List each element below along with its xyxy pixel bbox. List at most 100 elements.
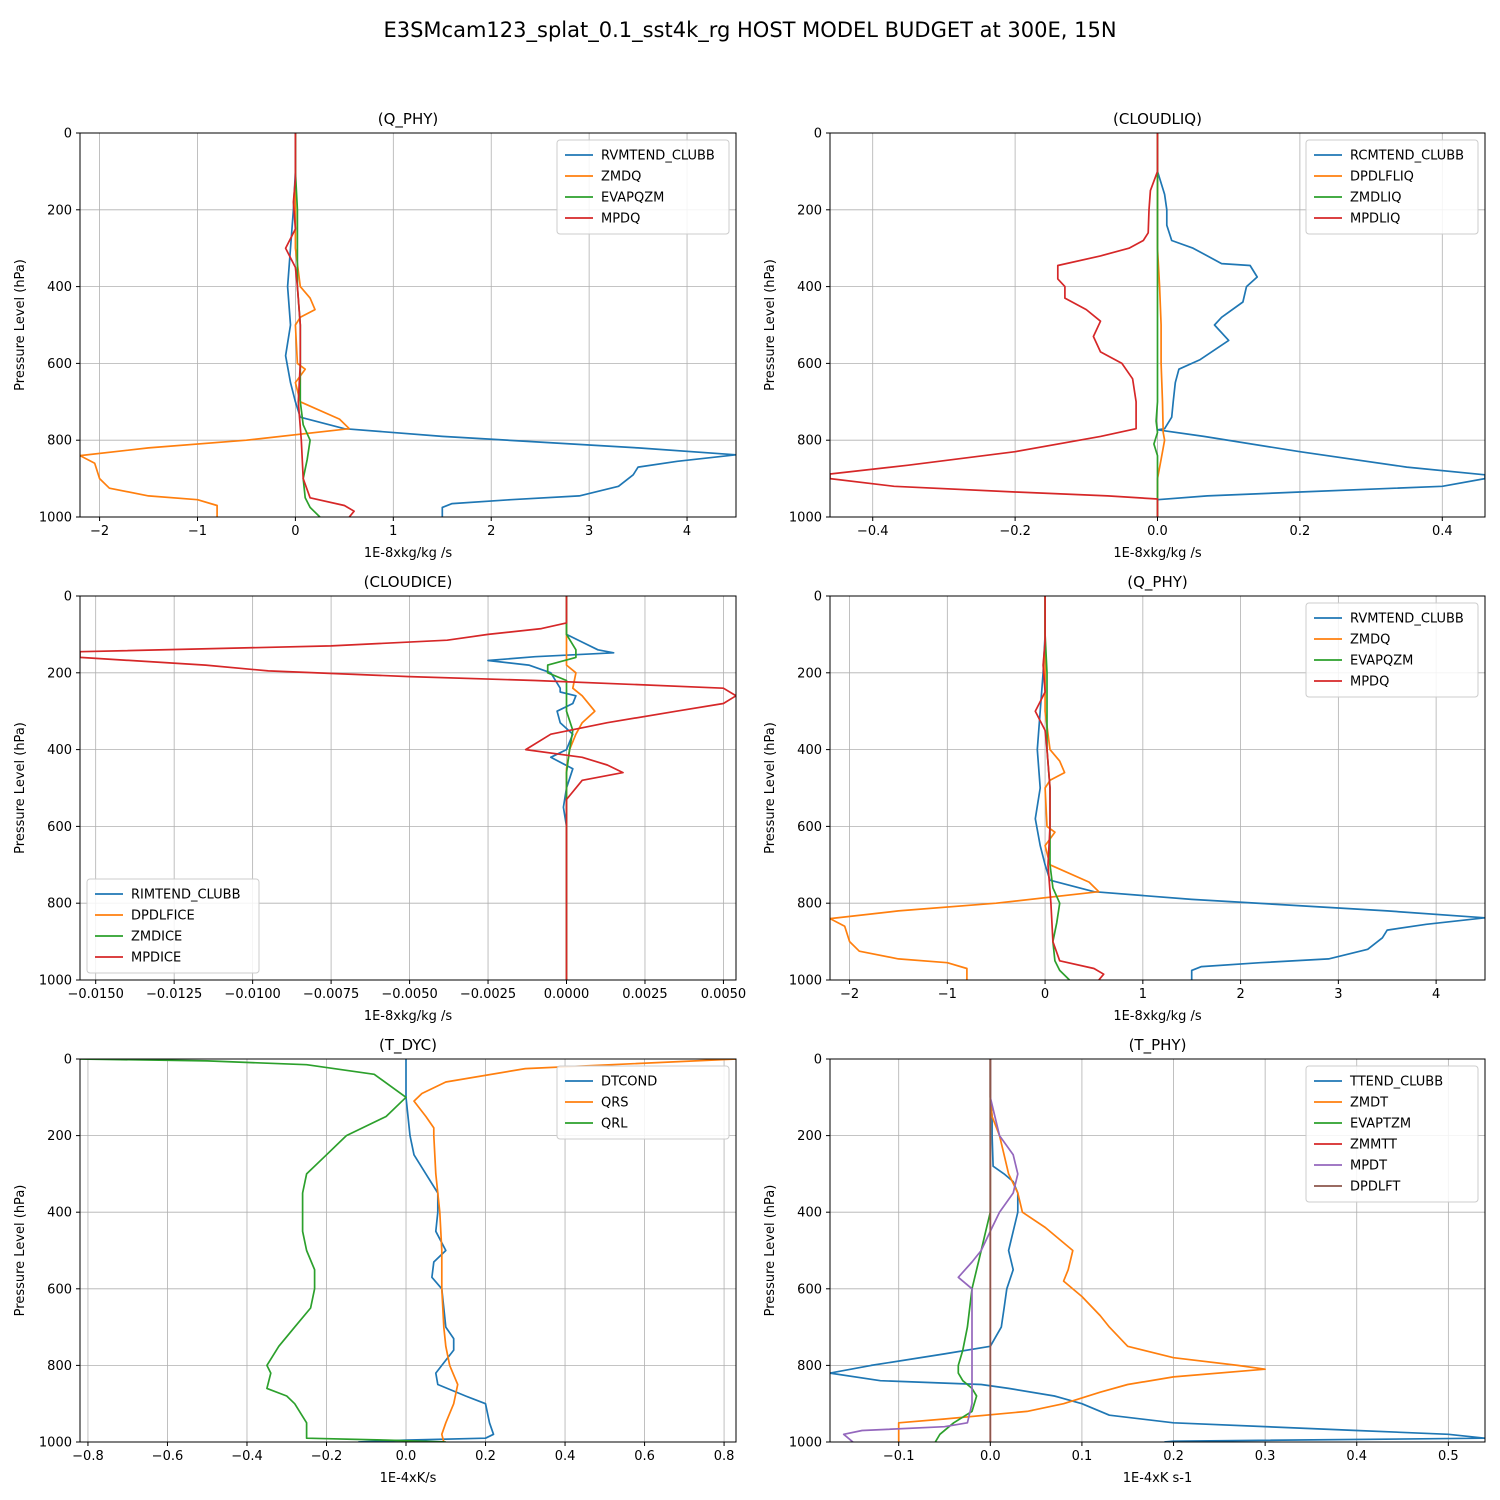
panel-6-legend-ttend-clubb-label: TTEND_CLUBB: [1349, 1075, 1443, 1090]
panel-4-ytick-label-4: 800: [797, 897, 822, 912]
panel-1-xtick-label-3: 1: [389, 524, 397, 539]
panel-3-legend-dpdlfice-label: DPDLFICE: [131, 909, 195, 924]
panel-2-series-zmdliq-line: [1153, 133, 1159, 517]
panel-1-legend-box: [556, 139, 730, 235]
panel-1-legend-zmdq-label: ZMDQ: [601, 170, 641, 185]
panel-1-legend-evapqzm-label: EVAPQZM: [601, 191, 664, 206]
panel-3-legend: RIMTEND_CLUBB DPDLFICE ZMDICE MPDICE: [86, 878, 260, 974]
panel-3-xtick-label-5: −0.0025: [460, 987, 516, 1002]
panel-1-ytick-label-5: 1000: [39, 511, 72, 526]
panel-1-ytick-label-0: 0: [64, 127, 72, 142]
panel-1-series-zmdq-line: [80, 133, 351, 517]
panel-4-series-rvmtend-clubb-line: [1034, 596, 1485, 980]
panel-1-title: (Q_PHY): [378, 110, 439, 129]
panel-2-series-group: [830, 133, 1485, 517]
panel-6-legend-zmmtt-label: ZMMTT: [1350, 1138, 1397, 1153]
panel-5-xtick-label-4: 0.0: [396, 1449, 417, 1464]
panel-4-series-mpdq-line: [1034, 596, 1105, 980]
panel-1-ytick-label-4: 800: [47, 434, 72, 449]
panel-4-xtick-label-6: 4: [1432, 987, 1440, 1002]
panel-2-series-mpdliq-line: [830, 133, 1159, 517]
panel-6-ytick-label-5: 1000: [789, 1436, 822, 1451]
panel-2-ylabel: Pressure Level (hPa): [763, 259, 778, 391]
panel-5-series-qrl-line: [80, 1059, 446, 1442]
panel-5-legend-qrl-label: QRL: [601, 1117, 628, 1132]
panel-2-legend-zmdliq-label: ZMDLIQ: [1350, 191, 1401, 206]
panel-2-legend-box: [1305, 139, 1479, 235]
panel-1-ytick-label-1: 200: [47, 203, 72, 218]
panel-4: −2 −1 0 1 2 3 4 0 200 400 600 800 1000 (Q_PHY) 1E-8xkg…: [763, 573, 1486, 1024]
panel-4-xtick-label-0: −2: [840, 987, 859, 1002]
panel-3-xtick-label-1: −0.0125: [146, 987, 202, 1002]
panel-1-series-mpdq-line: [284, 133, 355, 517]
panel-6-axes-frame: [829, 1058, 1486, 1443]
panel-6-series-mpdt-line: [842, 1059, 1019, 1442]
panel-5-legend-qrs-label: QRS: [601, 1096, 629, 1111]
panel-6-xtick-label-1: 0.0: [980, 1449, 1001, 1464]
panel-2-legend-mpdliq-label: MPDLIQ: [1350, 212, 1400, 227]
panel-6-legend-zmdt-label: ZMDT: [1350, 1096, 1388, 1111]
panel-1-ylabel: Pressure Level (hPa): [13, 259, 28, 391]
panel-2-series-rcmtend-clubb-line: [1156, 133, 1485, 517]
panel-5-series-group: [80, 1059, 736, 1442]
panel-6-ytick-label-1: 200: [797, 1129, 822, 1144]
panel-3-ytick-label-5: 1000: [39, 974, 72, 989]
panel-3-legend-box: [86, 878, 260, 974]
panel-4-legend-box: [1305, 602, 1479, 698]
panel-5-xtick-label-8: 0.8: [714, 1449, 735, 1464]
panel-4-ytick-label-1: 200: [797, 666, 822, 681]
panel-6-title: (T_PHY): [1129, 1036, 1187, 1055]
panel-5-ytick-label-5: 1000: [39, 1436, 72, 1451]
panel-4-ytick-label-5: 1000: [789, 974, 822, 989]
panel-5-xtick-label-2: −0.4: [231, 1449, 263, 1464]
panel-3-xlabel: 1E-8xkg/kg /s: [364, 1009, 453, 1024]
panel-2-series-dpdlfliq-line: [1156, 133, 1166, 517]
panel-1-legend-mpdq-label: MPDQ: [601, 212, 640, 227]
panel-6-legend: TTEND_CLUBB ZMDT EVAPTZM ZMMTT MPDT DPDLFT: [1305, 1065, 1479, 1203]
panel-5-legend: DTCOND QRS QRL: [556, 1065, 730, 1140]
panel-6: −0.1 0.0 0.1 0.2 0.3 0.4 0.5 0 200 400 600 800 1000 (…: [763, 1036, 1486, 1486]
panel-5-xtick-label-1: −0.6: [152, 1449, 184, 1464]
panel-1-legend-rvmtend-clubb-label: RVMTEND_CLUBB: [601, 149, 715, 164]
panel-2-xtick-label-0: −0.4: [857, 524, 889, 539]
panel-6-ytick-label-0: 0: [814, 1053, 822, 1068]
panel-3-legend-zmdice-label: ZMDICE: [131, 930, 182, 945]
panel-2-ytick-label-5: 1000: [789, 511, 822, 526]
panel-3-series-group: [80, 596, 736, 980]
panel-4-xtick-label-5: 3: [1334, 987, 1342, 1002]
panel-6-legend-box: [1305, 1065, 1479, 1203]
panel-2-legend: RCMTEND_CLUBB DPDLFLIQ ZMDLIQ MPDLIQ: [1305, 139, 1479, 235]
panel-6-legend-dpdlft-label: DPDLFT: [1350, 1180, 1400, 1195]
panel-6-xtick-label-4: 0.3: [1255, 1449, 1276, 1464]
panel-3-legend-mpdice-label: MPDICE: [131, 951, 181, 966]
panel-2-legend-dpdlfliq-label: DPDLFLIQ: [1350, 170, 1414, 185]
panel-6-xtick-label-2: 0.1: [1072, 1449, 1093, 1464]
panel-6-xtick-label-3: 0.2: [1163, 1449, 1184, 1464]
panel-1-legend: RVMTEND_CLUBB ZMDQ EVAPQZM MPDQ: [556, 139, 730, 235]
panel-1: −2 −1 0 1 2 3 4 0 200 400 600 800 1000 (Q_PHY) 1E-8xkg…: [13, 110, 737, 561]
panel-3-xtick-label-4: −0.0050: [381, 987, 437, 1002]
panel-2-ytick-label-3: 600: [797, 357, 822, 372]
panel-4-legend-evapqzm-label: EVAPQZM: [1350, 654, 1413, 669]
panel-2-ytick-label-0: 0: [814, 127, 822, 142]
panel-4-series-group: [830, 596, 1485, 980]
panel-3-title: (CLOUDICE): [364, 573, 453, 591]
panel-1-series-group: [80, 133, 736, 517]
panel-5-xtick-label-3: −0.2: [311, 1449, 343, 1464]
panel-6-ylabel: Pressure Level (hPa): [763, 1185, 778, 1317]
panel-6-xlabel: 1E-4xK s-1: [1123, 1471, 1193, 1486]
panel-2-ytick-label-4: 800: [797, 434, 822, 449]
panel-5-ylabel: Pressure Level (hPa): [13, 1185, 28, 1317]
panel-4-legend-rvmtend-clubb-label: RVMTEND_CLUBB: [1350, 612, 1464, 627]
panel-1-xtick-label-0: −2: [90, 524, 109, 539]
panel-6-legend-evaptzm-label: EVAPTZM: [1350, 1117, 1411, 1132]
panel-3-xtick-label-6: 0.0000: [544, 987, 590, 1002]
panel-3-ytick-label-1: 200: [47, 666, 72, 681]
panel-5-xtick-label-5: 0.2: [475, 1449, 496, 1464]
panel-1-ytick-label-3: 600: [47, 357, 72, 372]
panel-6-ytick-label-4: 800: [797, 1359, 822, 1374]
panel-3-xtick-label-3: −0.0075: [303, 987, 359, 1002]
panel-3-ytick-label-4: 800: [47, 897, 72, 912]
panel-4-xlabel: 1E-8xkg/kg /s: [1113, 1009, 1202, 1024]
